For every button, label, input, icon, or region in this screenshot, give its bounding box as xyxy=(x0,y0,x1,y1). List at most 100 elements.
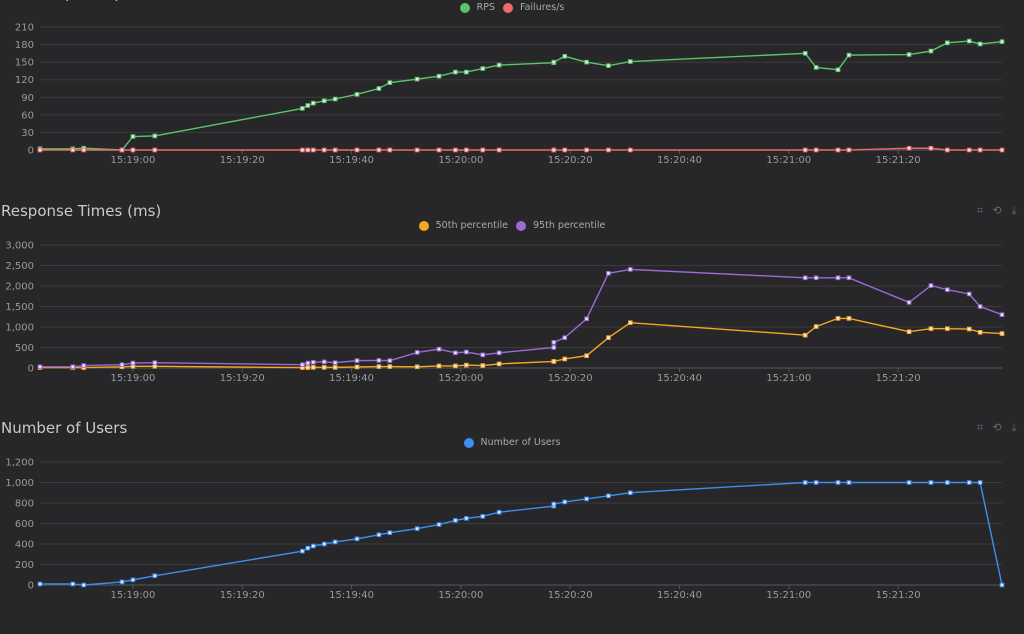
x-tick-label: 15:21:20 xyxy=(876,373,921,384)
data-point xyxy=(119,362,125,368)
chart-title: Total Requests per Second xyxy=(1,0,199,2)
y-tick-label: 500 xyxy=(15,343,34,354)
zoom-select-icon[interactable]: ⌗ xyxy=(976,204,984,217)
data-point xyxy=(130,577,136,583)
data-point xyxy=(999,147,1005,153)
legend-item[interactable]: Number of Users xyxy=(463,437,560,448)
data-point xyxy=(562,335,568,340)
data-point xyxy=(999,312,1005,318)
data-point xyxy=(802,480,808,485)
data-point xyxy=(354,147,360,153)
chart-title: Response Times (ms) xyxy=(1,202,162,220)
data-point xyxy=(332,96,338,102)
data-point xyxy=(928,48,934,54)
data-point xyxy=(606,270,611,276)
series-line xyxy=(40,317,1003,369)
data-point xyxy=(966,480,972,485)
legend-item[interactable]: 95th percentile xyxy=(516,220,605,231)
legend-item[interactable]: 50th percentile xyxy=(418,220,508,231)
data-point xyxy=(802,147,808,153)
data-point xyxy=(802,332,808,338)
x-tick-label: 15:19:00 xyxy=(110,155,155,166)
data-point xyxy=(310,365,316,370)
data-point xyxy=(464,349,469,355)
data-point xyxy=(464,147,469,153)
data-point xyxy=(81,582,87,588)
x-tick-label: 15:20:40 xyxy=(657,590,702,601)
y-tick-label: 600 xyxy=(15,519,34,530)
data-point xyxy=(387,80,393,85)
x-tick-label: 15:20:40 xyxy=(657,155,702,166)
y-tick-label: 0 xyxy=(28,364,34,375)
data-point xyxy=(999,39,1005,44)
data-point xyxy=(480,66,486,71)
data-point xyxy=(453,147,458,153)
data-point xyxy=(152,133,158,139)
data-point xyxy=(906,52,912,57)
data-point xyxy=(332,360,338,365)
x-tick-label: 15:21:20 xyxy=(876,590,921,601)
data-point xyxy=(464,69,469,75)
y-tick-label: 800 xyxy=(15,499,34,510)
data-point xyxy=(802,51,808,56)
data-point xyxy=(813,65,819,70)
data-point xyxy=(480,147,486,153)
chart-plot: 0 200 400 600 800 1,000 1,200 15:19:00 15:19:20 1… xyxy=(5,458,1005,601)
x-tick-label: 15:19:20 xyxy=(220,590,265,601)
x-tick-label: 15:19:20 xyxy=(220,155,265,166)
data-point xyxy=(480,352,486,358)
data-point xyxy=(300,548,305,554)
y-tick-label: 0 xyxy=(28,146,34,157)
x-tick-label: 15:19:40 xyxy=(329,373,374,384)
data-point xyxy=(376,364,382,369)
data-point xyxy=(81,363,87,368)
data-point xyxy=(305,147,311,153)
x-tick-label: 15:19:00 xyxy=(110,590,155,601)
data-point xyxy=(480,363,486,368)
zoom-reset-icon[interactable]: ⟲ xyxy=(992,204,1002,217)
data-point xyxy=(999,582,1005,588)
chart-plot: 0 500 1,000 1,500 2,000 2,500 3,000 15:19:00 15:… xyxy=(5,241,1005,384)
legend-item[interactable]: RPS xyxy=(459,2,495,13)
data-point xyxy=(813,324,819,329)
data-point xyxy=(551,147,557,153)
data-point xyxy=(977,147,983,153)
legend-dot-icon xyxy=(459,2,470,13)
data-point xyxy=(928,480,934,485)
data-point xyxy=(321,98,327,104)
data-point xyxy=(414,526,420,531)
data-point xyxy=(906,480,912,485)
data-point xyxy=(813,275,819,281)
data-point xyxy=(606,63,611,68)
data-point xyxy=(496,62,502,68)
legend-dot-icon xyxy=(503,2,513,13)
series-line xyxy=(40,481,1003,586)
data-point xyxy=(152,360,158,365)
legend-item[interactable]: Failures/s xyxy=(503,2,564,13)
data-point xyxy=(835,275,841,281)
data-point xyxy=(584,316,589,322)
download-icon[interactable]: ⤓ xyxy=(1011,421,1017,434)
y-tick-label: 1,500 xyxy=(5,302,34,313)
data-point xyxy=(321,147,327,153)
x-tick-label: 15:20:20 xyxy=(548,155,593,166)
data-point xyxy=(305,365,311,370)
data-point xyxy=(551,359,557,364)
y-tick-label: 3,000 xyxy=(5,241,34,252)
download-icon[interactable]: ⤓ xyxy=(1011,204,1017,217)
legend-label: 95th percentile xyxy=(533,220,606,231)
data-point xyxy=(321,359,327,365)
data-point xyxy=(562,53,568,59)
y-tick-label: 2,500 xyxy=(5,261,34,272)
zoom-reset-icon[interactable]: ⟲ xyxy=(992,421,1002,434)
x-tick-label: 15:20:00 xyxy=(438,373,483,384)
chart-toolbar: ⌗ ⟲ ⤓ xyxy=(974,205,1020,217)
data-point xyxy=(945,326,950,331)
data-point xyxy=(906,300,912,305)
data-point xyxy=(387,364,393,369)
data-point xyxy=(300,147,305,153)
chart-legend: 50th percentile 95th percentile xyxy=(0,220,1024,234)
data-point xyxy=(332,539,338,545)
zoom-select-icon[interactable]: ⌗ xyxy=(976,421,984,434)
data-point xyxy=(906,145,912,151)
